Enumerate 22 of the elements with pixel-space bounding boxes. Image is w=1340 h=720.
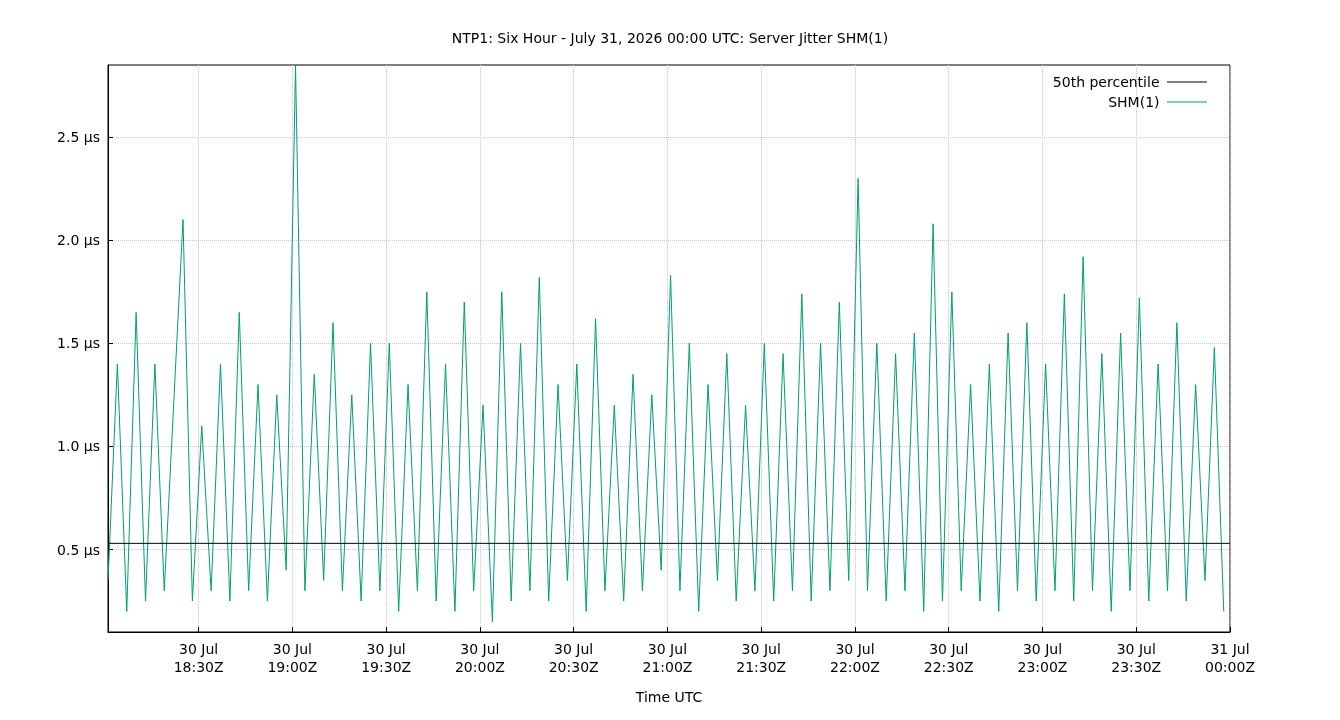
x-tick-label: 30 Jul 21:30Z (736, 641, 787, 675)
x-tick-label: 30 Jul 23:00Z (1017, 641, 1068, 675)
y-tick-label: 1.0 µs (57, 438, 100, 455)
y-tick-label: 2.5 µs (57, 129, 100, 146)
x-tick-label: 31 Jul 00:00Z (1205, 641, 1255, 675)
x-tick-label: 30 Jul 19:30Z (361, 641, 412, 675)
x-tick-label: 30 Jul 20:30Z (548, 641, 599, 675)
x-tick-label: 30 Jul 18:30Z (173, 641, 224, 675)
legend-label: 50th percentile (1052, 74, 1160, 90)
legend-label: SHM(1) (1108, 94, 1160, 110)
x-axis-title: Time UTC (634, 689, 703, 705)
x-tick-label: 30 Jul 21:00Z (642, 641, 693, 675)
y-tick-label: 0.5 µs (57, 541, 100, 558)
line-series (107, 64, 1225, 623)
chart-title: NTP1: Six Hour - July 31, 2026 00:00 UTC: Server Jitter SHM(1) (451, 30, 889, 46)
x-tick-label: 30 Jul 22:00Z (829, 641, 880, 675)
x-tick-label: 30 Jul 23:30Z (1111, 641, 1162, 675)
x-tick-label: 30 Jul 20:00Z (454, 641, 505, 675)
x-tick-label: 30 Jul 22:30Z (923, 641, 974, 675)
y-tick-label: 1.5 µs (57, 335, 100, 352)
x-tick-label: 30 Jul 19:00Z (267, 641, 318, 675)
y-tick-label: 2.0 µs (57, 232, 100, 249)
